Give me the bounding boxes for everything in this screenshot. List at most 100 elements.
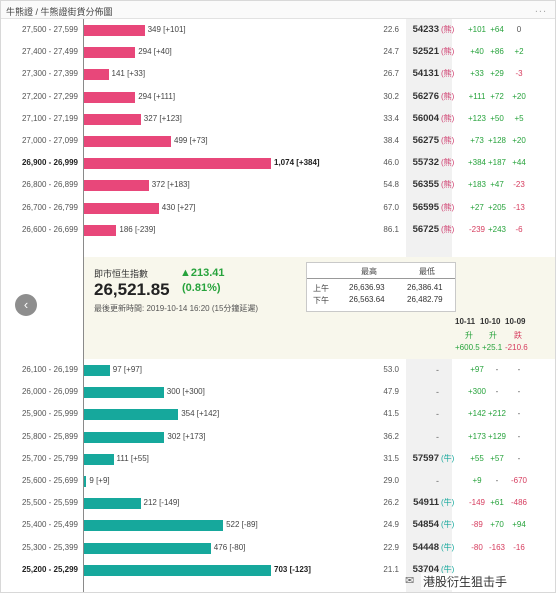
- table-row: 27,500 - 27,599 349 [+101] 22.6 54233 (熊) +10…: [1, 19, 555, 41]
- am-low: 26,386.41: [407, 283, 443, 292]
- table-row: 26,900 - 26,999 1,074 [+384] 46.0 55732 (熊) +…: [1, 152, 555, 174]
- range-label: 25,300 - 25,399: [21, 542, 78, 552]
- date-change: +25.1: [482, 343, 503, 352]
- table-row: 25,900 - 25,999 354 [+142] 41.5- +142 +212-: [1, 403, 555, 425]
- code-value: -: [436, 409, 439, 420]
- table-row: 27,200 - 27,299 294 [+111] 30.2 56276 (熊) +11…: [1, 86, 555, 108]
- percent-value: 24.7: [383, 47, 399, 57]
- code-value: 54131: [412, 68, 439, 80]
- range-label: 27,100 - 27,199: [21, 113, 78, 123]
- volume-bar: [84, 409, 179, 421]
- range-label: 25,800 - 25,899: [21, 431, 78, 441]
- breadcrumb: 牛熊證 / 牛熊證街貨分佈圖: [6, 7, 113, 17]
- code-value: 54448: [412, 541, 439, 553]
- percent-value: 30.2: [383, 91, 399, 101]
- table-row: 25,200 - 25,299 703 [-123] 21.1 53704 (牛): [1, 559, 555, 581]
- volume-bar: [84, 47, 136, 59]
- change-col-1: +111: [468, 91, 486, 101]
- change-col-1: -89: [471, 520, 483, 530]
- high-low-table: 最高 最低 上午 26,636.93 26,386.41 下午 26,563.6…: [306, 262, 456, 312]
- code-value: 54911: [413, 497, 439, 509]
- percent-value: 22.6: [383, 25, 399, 34]
- change-col-2: +205: [487, 202, 507, 212]
- change-col-2: +29: [490, 69, 504, 79]
- range-label: 26,800 - 26,899: [21, 180, 78, 190]
- change-col-3: -23: [513, 180, 525, 190]
- change-col-3: +20: [512, 136, 526, 145]
- change-col-1: +384: [467, 158, 487, 168]
- amount-label: 354 [+142]: [181, 409, 220, 419]
- amount-label: 141 [+33]: [111, 69, 146, 79]
- amount-label: 476 [-80]: [213, 542, 246, 552]
- table-row: 27,000 - 27,099 499 [+73] 38.4 56275 (熊) +73 +…: [1, 130, 555, 152]
- change-col-1: +123: [467, 113, 487, 123]
- change-col-3: -: [517, 365, 521, 374]
- chart-area: 27,500 - 27,599 349 [+101] 22.6 54233 (熊) +10…: [1, 19, 555, 592]
- index-info-panel: 即市恒生指數 26,521.85 ▲213.41 (0.81%) 最後更新時間:…: [84, 257, 555, 359]
- amount-label: 327 [+123]: [143, 113, 182, 123]
- range-label: 27,200 - 27,299: [21, 91, 78, 101]
- code-value: 55732: [412, 157, 439, 169]
- type-tag: (熊): [441, 113, 455, 123]
- change-col-2: +70: [490, 520, 504, 530]
- code-value: 54854: [412, 519, 439, 531]
- percent-value: 22.9: [383, 542, 399, 552]
- type-tag: (牛): [441, 520, 455, 530]
- range-label: 25,700 - 25,799: [21, 453, 78, 463]
- change-col-2: +212: [487, 409, 507, 419]
- volume-bar: [84, 476, 87, 487]
- volume-bar: [84, 136, 171, 147]
- change-col-1: +55: [470, 453, 484, 463]
- type-tag: (牛): [441, 498, 455, 508]
- change-col-3: -486: [510, 498, 527, 508]
- change-col-3: -6: [515, 224, 523, 234]
- change-col-3: -3: [515, 69, 523, 79]
- type-tag: (熊): [441, 25, 455, 34]
- date-header: 10-11: [455, 317, 476, 326]
- range-label: 26,000 - 26,099: [21, 387, 78, 397]
- amount-label: 1,074 [+384]: [274, 158, 320, 168]
- change-col-2: -: [495, 387, 499, 397]
- percent-value: 21.1: [383, 564, 399, 574]
- code-value: -: [436, 431, 439, 442]
- prev-button[interactable]: ‹: [15, 294, 37, 316]
- volume-bar: [84, 365, 110, 376]
- percent-value: 38.4: [383, 136, 399, 145]
- range-label: 25,900 - 25,999: [21, 409, 78, 419]
- change-col-1: +40: [470, 47, 484, 57]
- type-tag: (熊): [441, 91, 455, 101]
- volume-bar: [84, 224, 117, 236]
- code-value: 52521: [412, 46, 439, 58]
- range-label: 27,500 - 27,599: [21, 25, 78, 34]
- range-label: 26,600 - 26,699: [21, 224, 78, 234]
- amount-label: 294 [+111]: [138, 91, 176, 101]
- header-divider: [307, 278, 455, 279]
- change-col-2: +64: [490, 25, 504, 34]
- table-row: 26,100 - 26,199 97 [+97] 53.0 - +97 - -: [1, 359, 555, 381]
- type-tag: (熊): [441, 136, 455, 145]
- change-col-3: -670: [510, 476, 527, 485]
- index-label: 即市恒生指數: [94, 269, 149, 279]
- table-row: 25,800 - 25,899 302 [+173] 36.2- +173 +129-: [1, 426, 555, 448]
- type-tag: (熊): [441, 224, 455, 234]
- high-header: 最高: [361, 267, 377, 276]
- volume-bar: [84, 542, 211, 554]
- more-menu-icon[interactable]: ...: [534, 3, 547, 15]
- range-label: 26,100 - 26,199: [21, 365, 78, 374]
- change-col-3: -: [517, 409, 521, 419]
- range-label: 27,400 - 27,499: [21, 47, 78, 57]
- amount-label: 97 [+97]: [112, 365, 142, 374]
- change-col-2: +57: [490, 453, 504, 463]
- volume-bar: [84, 387, 164, 399]
- range-label: 25,500 - 25,599: [21, 498, 78, 508]
- type-tag: (熊): [441, 69, 455, 79]
- change-col-1: +300: [467, 387, 487, 397]
- table-row: 26,600 - 26,699 186 [-239] 86.1 56725 (熊) -23…: [1, 219, 555, 241]
- change-col-2: +61: [490, 498, 504, 508]
- range-label: 25,600 - 25,699: [21, 476, 78, 485]
- amount-label: 111 [+55]: [116, 453, 149, 463]
- code-value: 56355: [412, 179, 439, 191]
- range-label: 26,900 - 26,999: [21, 158, 78, 168]
- amount-label: 499 [+73]: [174, 136, 208, 145]
